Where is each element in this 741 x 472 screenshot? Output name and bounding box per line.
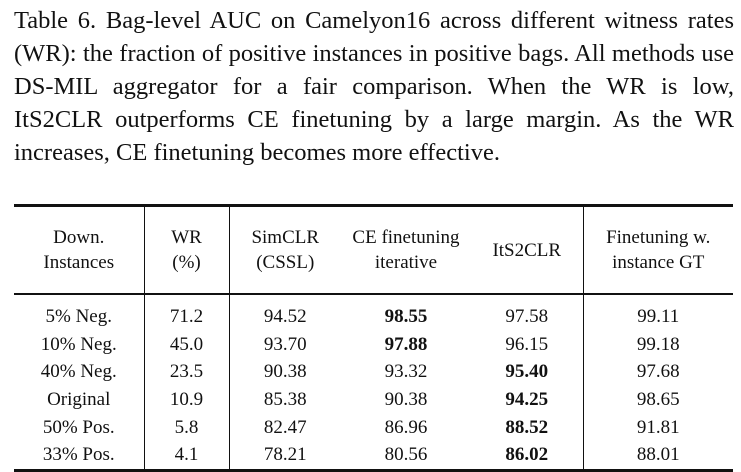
- table-cell: 82.47: [229, 413, 341, 441]
- best-value: 95.40: [505, 361, 549, 383]
- table-cell: 91.81: [583, 413, 733, 441]
- table-cell: 4.1: [144, 440, 230, 471]
- cell-value: 86.96: [384, 416, 428, 438]
- table-cell: 80.56: [341, 441, 471, 470]
- table-cell: 5.8: [144, 413, 230, 441]
- cell-value: 78.21: [263, 444, 307, 466]
- table-cell: 93.70: [229, 331, 341, 359]
- best-value: 97.88: [384, 333, 428, 355]
- table-cell: 96.15: [471, 330, 584, 359]
- table-cell: 98.55: [341, 294, 471, 331]
- table-cell: 97.88: [341, 331, 471, 359]
- cell-value: 23.5: [169, 361, 204, 383]
- table-cell: 10.9: [144, 385, 230, 414]
- cell-value: 90.38: [263, 361, 307, 383]
- column-header-line: instance GT: [612, 252, 705, 273]
- table-cell: 50% Pos.: [14, 413, 145, 441]
- table-cell: 86.96: [341, 413, 471, 441]
- cell-value: 96.15: [505, 333, 549, 355]
- table-row: Original 10.9 85.38 90.38 94.25 98.65: [14, 385, 733, 414]
- cell-value: 80.56: [384, 444, 428, 466]
- column-header: WR (%): [144, 205, 230, 294]
- column-header: CE finetuning iterative: [341, 206, 471, 295]
- column-header-line: Instances: [43, 252, 115, 273]
- table-cell: 85.38: [229, 386, 341, 414]
- column-header-line: iterative: [374, 252, 438, 273]
- column-header-line: Finetuning w.: [606, 227, 711, 248]
- cell-value: 5% Neg.: [45, 306, 112, 328]
- table-cell: 94.25: [471, 385, 584, 414]
- table-row: 40% Neg. 23.5 90.38 93.32 95.40 97.68: [14, 358, 733, 386]
- table-cell: 88.52: [471, 413, 584, 441]
- best-value: 88.52: [505, 416, 549, 438]
- table-cell: 5% Neg.: [14, 294, 145, 331]
- column-header-line: (%): [172, 252, 201, 273]
- cell-value: 85.38: [263, 389, 307, 411]
- table-caption: Table 6. Bag-level AUC on Camelyon16 acr…: [14, 7, 734, 166]
- cell-value: 33% Pos.: [42, 444, 115, 466]
- cell-value: Original: [47, 389, 111, 411]
- table-row: 10% Neg. 45.0 93.70 97.88 96.15 99.18: [14, 330, 733, 359]
- table-cell: 10% Neg.: [14, 330, 145, 359]
- table-cell: 45.0: [144, 330, 230, 359]
- best-value: 94.25: [505, 389, 549, 411]
- cell-value: 97.68: [636, 361, 680, 383]
- table-cell: 90.38: [229, 358, 341, 386]
- cell-value: 45.0: [169, 333, 204, 355]
- table-cell: 78.21: [229, 441, 341, 470]
- cell-value: 50% Pos.: [42, 416, 115, 438]
- table-cell: 23.5: [144, 358, 230, 386]
- cell-value: 94.52: [263, 306, 307, 328]
- cell-value: 82.47: [263, 416, 307, 438]
- column-header: Finetuning w. instance GT: [583, 206, 733, 295]
- cell-value: 88.01: [636, 444, 680, 466]
- table-cell: 94.52: [229, 294, 341, 331]
- best-value: 98.55: [384, 306, 428, 328]
- cell-value: 91.81: [636, 416, 680, 438]
- column-header-line: ItS2CLR: [492, 239, 562, 261]
- table-row: 50% Pos. 5.8 82.47 86.96 88.52 91.81: [14, 413, 733, 441]
- cell-value: 90.38: [384, 389, 428, 411]
- results-table: Down. Instances WR (%) SimCLR (CSSL) CE finetu…: [14, 204, 733, 472]
- table-cell: 40% Neg.: [14, 358, 145, 386]
- best-value: 86.02: [505, 444, 549, 466]
- table-cell: 98.65: [583, 386, 733, 414]
- table-cell: 99.11: [583, 294, 733, 331]
- cell-value: 10% Neg.: [40, 333, 117, 355]
- column-header-line: Down.: [53, 227, 105, 248]
- header-row: Down. Instances WR (%) SimCLR (CSSL) CE finetu…: [14, 205, 733, 295]
- cell-value: 98.65: [636, 389, 680, 411]
- column-header: Down. Instances: [14, 205, 145, 294]
- table-cell: 88.01: [583, 441, 733, 470]
- cell-value: 40% Neg.: [40, 361, 117, 383]
- cell-value: 99.11: [637, 306, 680, 328]
- column-header-line: CE finetuning: [352, 227, 460, 248]
- cell-value: 10.9: [169, 389, 204, 411]
- column-header-line: WR: [171, 227, 202, 248]
- column-header-line: (CSSL): [256, 252, 315, 273]
- column-header-line: SimCLR: [251, 227, 320, 248]
- cell-value: 71.2: [169, 306, 204, 328]
- cell-value: 5.8: [174, 416, 199, 438]
- cell-value: 97.58: [505, 306, 549, 328]
- table-cell: 97.68: [583, 358, 733, 386]
- cell-value: 99.18: [636, 333, 680, 355]
- cell-value: 93.32: [384, 361, 428, 383]
- cell-value: 4.1: [174, 444, 199, 466]
- table-cell: 93.32: [341, 358, 471, 386]
- table-row: 5% Neg. 71.2 94.52 98.55 97.58 99.11: [14, 294, 733, 331]
- table-row: 33% Pos. 4.1 78.21 80.56 86.02 88.01: [14, 440, 733, 471]
- column-header: ItS2CLR: [471, 205, 584, 294]
- table-cell: 95.40: [471, 358, 584, 386]
- table-cell: 97.58: [471, 294, 584, 331]
- column-header: SimCLR (CSSL): [229, 206, 341, 295]
- table-cell: 33% Pos.: [14, 440, 145, 471]
- table-cell: 90.38: [341, 386, 471, 414]
- table-cell: 86.02: [471, 440, 584, 471]
- cell-value: 93.70: [263, 333, 307, 355]
- table-cell: 99.18: [583, 331, 733, 359]
- table-cell: 71.2: [144, 294, 230, 331]
- table-cell: Original: [14, 385, 145, 414]
